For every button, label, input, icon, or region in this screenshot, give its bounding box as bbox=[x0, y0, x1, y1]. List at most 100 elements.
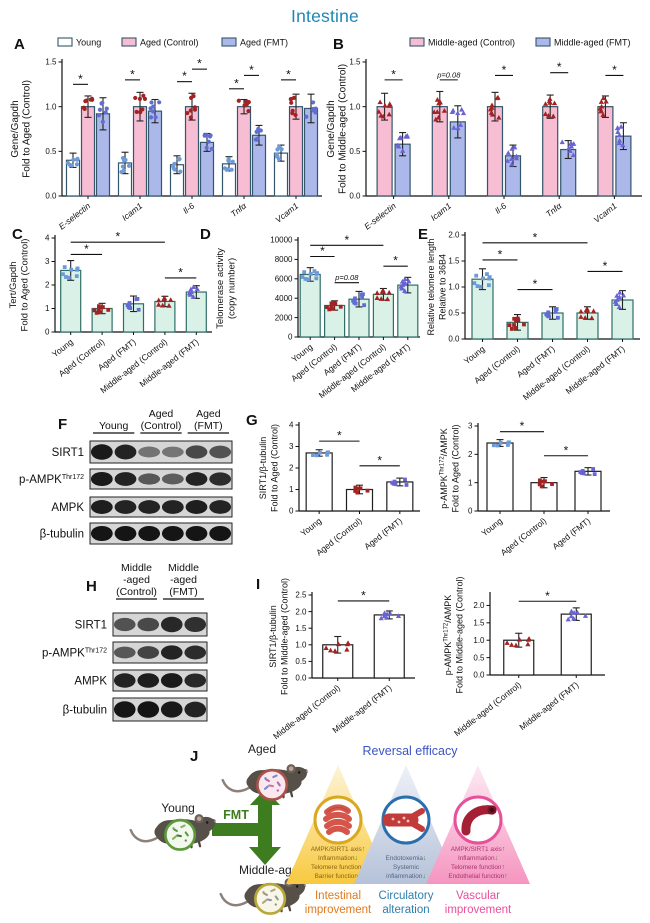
significance-marks: * p=0.08 * * * bbox=[384, 60, 624, 81]
svg-text:*: * bbox=[234, 76, 239, 90]
panel-label-j: J bbox=[190, 748, 199, 765]
svg-text:Relative telomere length: Relative telomere length bbox=[426, 238, 436, 335]
cone-1: Endotoxemia↓ Systemic inflammation↓ Circula… bbox=[354, 765, 458, 916]
svg-text:*: * bbox=[533, 277, 538, 291]
middle-aged-mouse bbox=[219, 878, 307, 915]
svg-text:10000: 10000 bbox=[270, 236, 293, 245]
svg-text:p-AMPKThr172/AMPK: p-AMPKThr172/AMPK bbox=[443, 595, 453, 676]
svg-text:1.0: 1.0 bbox=[448, 283, 460, 292]
bars bbox=[486, 439, 602, 512]
svg-text:Inflammation↓: Inflammation↓ bbox=[318, 855, 358, 862]
svg-text:0.5: 0.5 bbox=[45, 147, 57, 156]
svg-text:0.0: 0.0 bbox=[45, 192, 57, 201]
svg-text:0: 0 bbox=[288, 333, 293, 342]
svg-text:1.0: 1.0 bbox=[295, 641, 307, 650]
data-points bbox=[311, 450, 409, 495]
panel-e-telomere-length-chart: Relative telomere length Relative to 36B4… bbox=[426, 230, 640, 402]
svg-text:2: 2 bbox=[45, 281, 50, 290]
svg-text:*: * bbox=[545, 589, 550, 603]
svg-text:Icam1: Icam1 bbox=[429, 201, 454, 223]
svg-text:2.0: 2.0 bbox=[473, 601, 485, 610]
svg-text:p=0.08: p=0.08 bbox=[436, 70, 461, 79]
vascular-icon bbox=[461, 805, 497, 836]
svg-text:Middle: Middle bbox=[121, 562, 152, 574]
data-points bbox=[376, 94, 626, 167]
svg-text:2: 2 bbox=[289, 464, 294, 473]
protein-band bbox=[113, 617, 136, 632]
protein-band bbox=[137, 673, 160, 688]
panel-g-pampk-chart: p-AMPKThr172/AMPK Fold to Aged (Control) 0… bbox=[439, 419, 610, 558]
protein-band bbox=[161, 525, 184, 542]
svg-text:2000: 2000 bbox=[275, 313, 293, 322]
panel-f-western-blot: YoungAged(Control)Aged(FMT)SIRT1p-AMPKTh… bbox=[19, 408, 233, 545]
svg-text:Tert/Gapdh: Tert/Gapdh bbox=[8, 262, 19, 309]
bars bbox=[60, 260, 207, 333]
svg-text:0.0: 0.0 bbox=[473, 671, 485, 680]
cone-2: AMPK/SIRT1 axis↑ Inflammation↓ Telomere fu… bbox=[426, 765, 530, 916]
significance-marks: * * * * bbox=[482, 230, 623, 291]
protein-band bbox=[185, 500, 208, 514]
svg-text:Relative to 36B4: Relative to 36B4 bbox=[438, 254, 448, 320]
svg-text:4: 4 bbox=[45, 234, 50, 243]
svg-text:Aged (Control): Aged (Control) bbox=[140, 38, 199, 48]
legend: Young Aged (Control) Aged (FMT) bbox=[57, 37, 288, 48]
cone-caption: Circulatory bbox=[379, 890, 434, 902]
protein-band bbox=[160, 673, 183, 688]
svg-text:2.0: 2.0 bbox=[448, 231, 460, 240]
protein-band bbox=[185, 525, 208, 542]
protein-band bbox=[137, 646, 160, 659]
svg-text:1.0: 1.0 bbox=[473, 636, 485, 645]
svg-text:3: 3 bbox=[45, 257, 50, 266]
svg-text:p-AMPKThr172: p-AMPKThr172 bbox=[19, 474, 84, 486]
aged-mouse bbox=[221, 764, 309, 801]
significance-marks: * * * bbox=[70, 230, 197, 279]
protein-band bbox=[90, 444, 113, 460]
svg-text:Young: Young bbox=[99, 420, 129, 432]
svg-text:*: * bbox=[130, 67, 135, 81]
svg-text:Aged (FMT): Aged (FMT) bbox=[240, 38, 288, 48]
svg-text:*: * bbox=[78, 72, 83, 86]
svg-text:AMPK/SIRT1 axis↑: AMPK/SIRT1 axis↑ bbox=[311, 846, 366, 853]
svg-text:1.5: 1.5 bbox=[45, 58, 57, 67]
svg-text:*: * bbox=[344, 233, 349, 247]
svg-text:Fold to Middle-aged (Control): Fold to Middle-aged (Control) bbox=[455, 576, 465, 693]
svg-text:0.5: 0.5 bbox=[349, 147, 361, 156]
svg-text:SIRT1/β-tubulin: SIRT1/β-tubulin bbox=[258, 437, 268, 500]
aged-label: Aged bbox=[248, 742, 276, 756]
svg-text:(copy number): (copy number) bbox=[227, 258, 238, 319]
protein-band bbox=[90, 525, 113, 542]
svg-text:8000: 8000 bbox=[275, 255, 293, 264]
svg-text:*: * bbox=[520, 419, 525, 433]
svg-text:Il-6: Il-6 bbox=[493, 201, 509, 216]
svg-text:Tnfα: Tnfα bbox=[544, 200, 565, 219]
svg-text:Middle: Middle bbox=[168, 562, 199, 574]
svg-text:*: * bbox=[393, 254, 398, 268]
fmt-label: FMT bbox=[223, 808, 249, 822]
svg-text:Middle-aged (Control): Middle-aged (Control) bbox=[428, 38, 515, 48]
data-points bbox=[61, 265, 200, 315]
svg-text:Telomere function↑: Telomere function↑ bbox=[451, 864, 505, 871]
svg-text:Fold to Middle-aged (Control): Fold to Middle-aged (Control) bbox=[338, 64, 349, 194]
protein-band bbox=[138, 446, 161, 458]
svg-text:Middle-aged (FMT): Middle-aged (FMT) bbox=[554, 38, 631, 48]
bars bbox=[322, 610, 405, 679]
panel-c-tert-chart: Tert/Gapdh Fold to Aged (Control) 0 1 2 3 4 You… bbox=[8, 230, 212, 395]
svg-text:*: * bbox=[502, 63, 507, 77]
svg-text:*: * bbox=[377, 453, 382, 467]
protein-band bbox=[185, 472, 208, 486]
svg-text:AMPK: AMPK bbox=[74, 676, 107, 688]
svg-text:*: * bbox=[498, 247, 503, 261]
microbiome-circle bbox=[254, 882, 287, 915]
svg-text:*: * bbox=[178, 265, 183, 279]
svg-text:Fold to Middle-aged (Control): Fold to Middle-aged (Control) bbox=[280, 578, 290, 695]
svg-text:Fold to Aged (Control): Fold to Aged (Control) bbox=[270, 424, 280, 512]
legend: Middle-aged (Control) Middle-aged (FMT) bbox=[409, 37, 631, 48]
protein-band bbox=[161, 500, 184, 514]
svg-text:1: 1 bbox=[289, 485, 294, 494]
svg-text:*: * bbox=[603, 259, 608, 273]
svg-text:2.5: 2.5 bbox=[295, 591, 307, 600]
blot-strip bbox=[112, 697, 208, 722]
